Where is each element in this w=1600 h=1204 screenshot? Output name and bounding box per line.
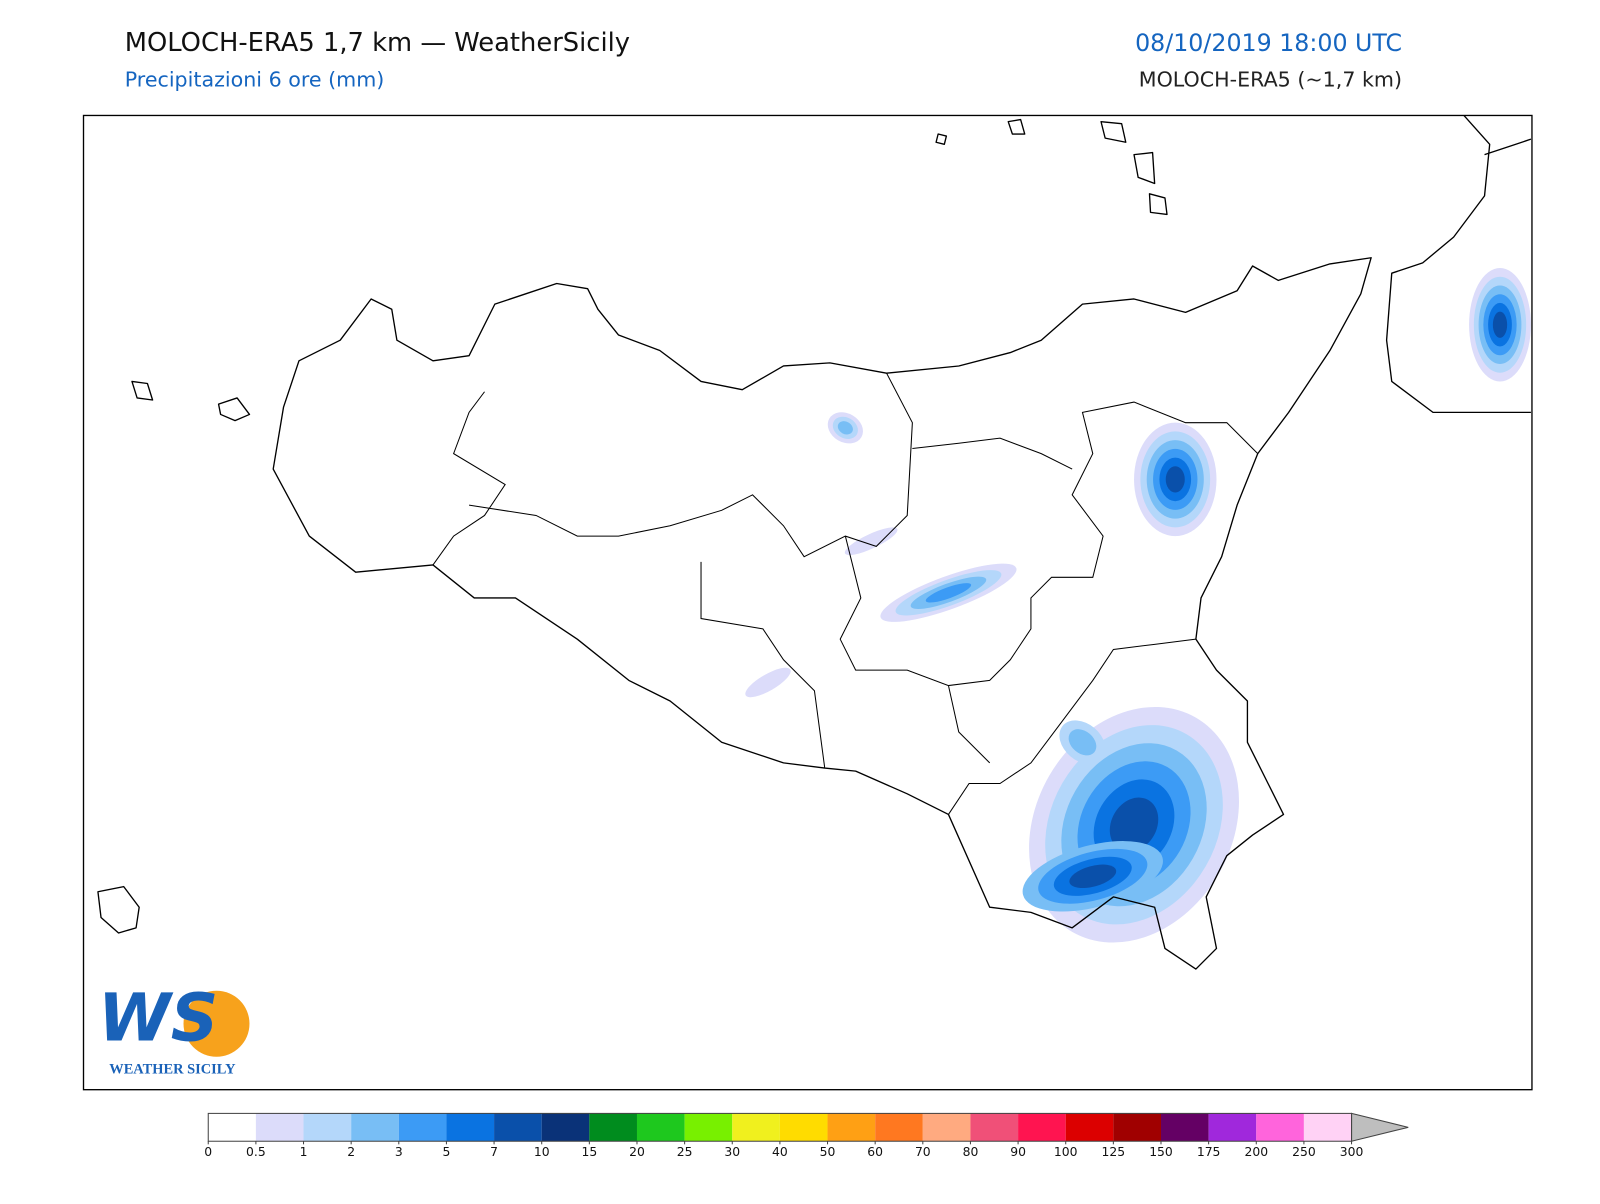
colorbar-tick-label: 50	[820, 1145, 836, 1159]
colorbar-tick-label: 10	[534, 1145, 550, 1159]
colorbar-tick-label: 175	[1197, 1145, 1221, 1159]
colorbar-tick-label: 7	[490, 1145, 498, 1159]
colorbar-segment	[208, 1113, 256, 1142]
colorbar-segment	[922, 1113, 971, 1142]
colorbar-tick-label: 1	[300, 1145, 308, 1159]
colorbar-tick-label: 15	[581, 1145, 597, 1159]
logo-text: WEATHER SICILY	[109, 1061, 236, 1077]
colorbar-segment	[732, 1113, 780, 1142]
colorbar-tick-label: 70	[915, 1145, 931, 1159]
colorbar-segment	[494, 1113, 542, 1142]
colorbar-tick-label: 150	[1149, 1145, 1173, 1159]
precip-area	[1109, 797, 1159, 852]
colorbar-segment	[827, 1113, 876, 1142]
colorbar-segment	[303, 1113, 352, 1142]
colorbar-segment	[351, 1113, 399, 1142]
calabria-coast	[1385, 115, 1532, 414]
colorbar-segment	[1065, 1113, 1114, 1142]
precip-area	[837, 421, 853, 435]
sicily-coast	[272, 257, 1372, 970]
colorbar-tick-label: 2	[347, 1145, 355, 1159]
colorbar-segment	[1208, 1113, 1257, 1142]
colorbar-tick-label: 5	[442, 1145, 450, 1159]
islands	[97, 118, 1168, 934]
colorbar-segment	[1303, 1113, 1352, 1142]
colorbar-segment	[446, 1113, 495, 1142]
colorbar-tick-label: 40	[772, 1145, 788, 1159]
colorbar-tick-label: 20	[629, 1145, 645, 1159]
colorbar-segment	[1113, 1113, 1161, 1142]
colorbar-segment	[1256, 1113, 1304, 1142]
colorbar-segment	[684, 1113, 733, 1142]
colorbar-tick-label: 0	[204, 1145, 212, 1159]
precip-area	[1068, 729, 1097, 756]
logo: WS WEATHER SICILY	[98, 980, 250, 1077]
colorbar-segment	[398, 1113, 447, 1142]
colorbar-tick-label: 30	[724, 1145, 740, 1159]
colorbar-segment	[541, 1113, 590, 1142]
colorbar-segment	[589, 1113, 637, 1142]
colorbar-segment	[970, 1113, 1019, 1142]
colorbar-tick-label: 200	[1244, 1145, 1268, 1159]
precip-area	[1492, 311, 1508, 338]
colorbar-segment	[875, 1113, 923, 1142]
colorbar-tick-label: 90	[1010, 1145, 1026, 1159]
colorbar-segment	[255, 1113, 304, 1142]
colorbar-extend	[1351, 1112, 1409, 1142]
colorbar-tick-label: 80	[963, 1145, 979, 1159]
colorbar-tick-label: 100	[1054, 1145, 1078, 1159]
colorbar-segment	[1018, 1113, 1066, 1142]
precip-area	[745, 667, 791, 698]
coastline	[97, 115, 1532, 970]
colorbar-tick-label: 25	[677, 1145, 693, 1159]
colorbar-tick-label: 125	[1102, 1145, 1126, 1159]
map-frame	[82, 114, 1533, 1091]
colorbar-tick-label: 250	[1292, 1145, 1316, 1159]
title: MOLOCH-ERA5 1,7 km — WeatherSicily	[125, 28, 630, 58]
logo-letters: WS	[98, 980, 218, 1057]
precipitation-field	[745, 268, 1531, 943]
colorbar-segment	[636, 1113, 685, 1142]
colorbar-tick-label: 300	[1340, 1145, 1364, 1159]
logo-sun	[183, 990, 250, 1057]
colorbar: 0 0.5 1 2 3 5 7 10 15 20 25 30 40 50 60 70 80 90 100 125 150…	[204, 1112, 1409, 1159]
colorbar-segment	[1160, 1113, 1209, 1142]
colorbar-tick-label: 60	[867, 1145, 883, 1159]
date: 08/10/2019 18:00 UTC	[1135, 29, 1402, 57]
colorbar-tick-label: 3	[395, 1145, 403, 1159]
colorbar-tick-label: 0.5	[246, 1145, 266, 1159]
model: MOLOCH-ERA5 (~1,7 km)	[1139, 67, 1402, 91]
province-borders	[432, 372, 1259, 815]
colorbar-segment	[779, 1113, 828, 1142]
precip-area	[925, 583, 972, 603]
precip-area	[844, 527, 898, 556]
subtitle: Precipitazioni 6 ore (mm)	[125, 67, 385, 91]
precip-area	[1069, 864, 1117, 889]
precip-area	[1165, 466, 1185, 493]
